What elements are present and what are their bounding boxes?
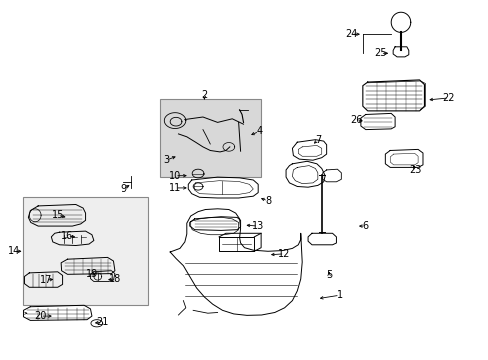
Text: 15: 15	[51, 210, 64, 220]
Bar	[23, 197, 148, 305]
Text: 13: 13	[251, 221, 264, 231]
Bar	[160, 99, 260, 177]
Text: 4: 4	[256, 126, 262, 136]
Text: 25: 25	[373, 48, 386, 58]
Text: 24: 24	[344, 29, 357, 39]
Text: 5: 5	[325, 270, 331, 280]
Text: 1: 1	[336, 290, 342, 300]
Text: 21: 21	[96, 317, 109, 327]
Text: 3: 3	[163, 155, 169, 165]
Text: 2: 2	[201, 90, 207, 100]
Text: 14: 14	[7, 246, 20, 256]
Text: 19: 19	[85, 269, 98, 279]
Text: 18: 18	[108, 274, 121, 284]
Text: 6: 6	[362, 221, 368, 231]
Text: 9: 9	[120, 184, 126, 194]
Text: 20: 20	[34, 311, 46, 321]
Text: 8: 8	[264, 196, 270, 206]
Text: 11: 11	[168, 183, 181, 193]
Text: 16: 16	[61, 231, 74, 241]
Text: 7: 7	[314, 135, 320, 145]
Text: 12: 12	[278, 249, 290, 259]
Text: 22: 22	[442, 93, 454, 103]
Text: 26: 26	[349, 114, 362, 125]
Text: 10: 10	[168, 171, 181, 181]
Text: 17: 17	[40, 275, 53, 285]
Text: 23: 23	[408, 165, 421, 175]
